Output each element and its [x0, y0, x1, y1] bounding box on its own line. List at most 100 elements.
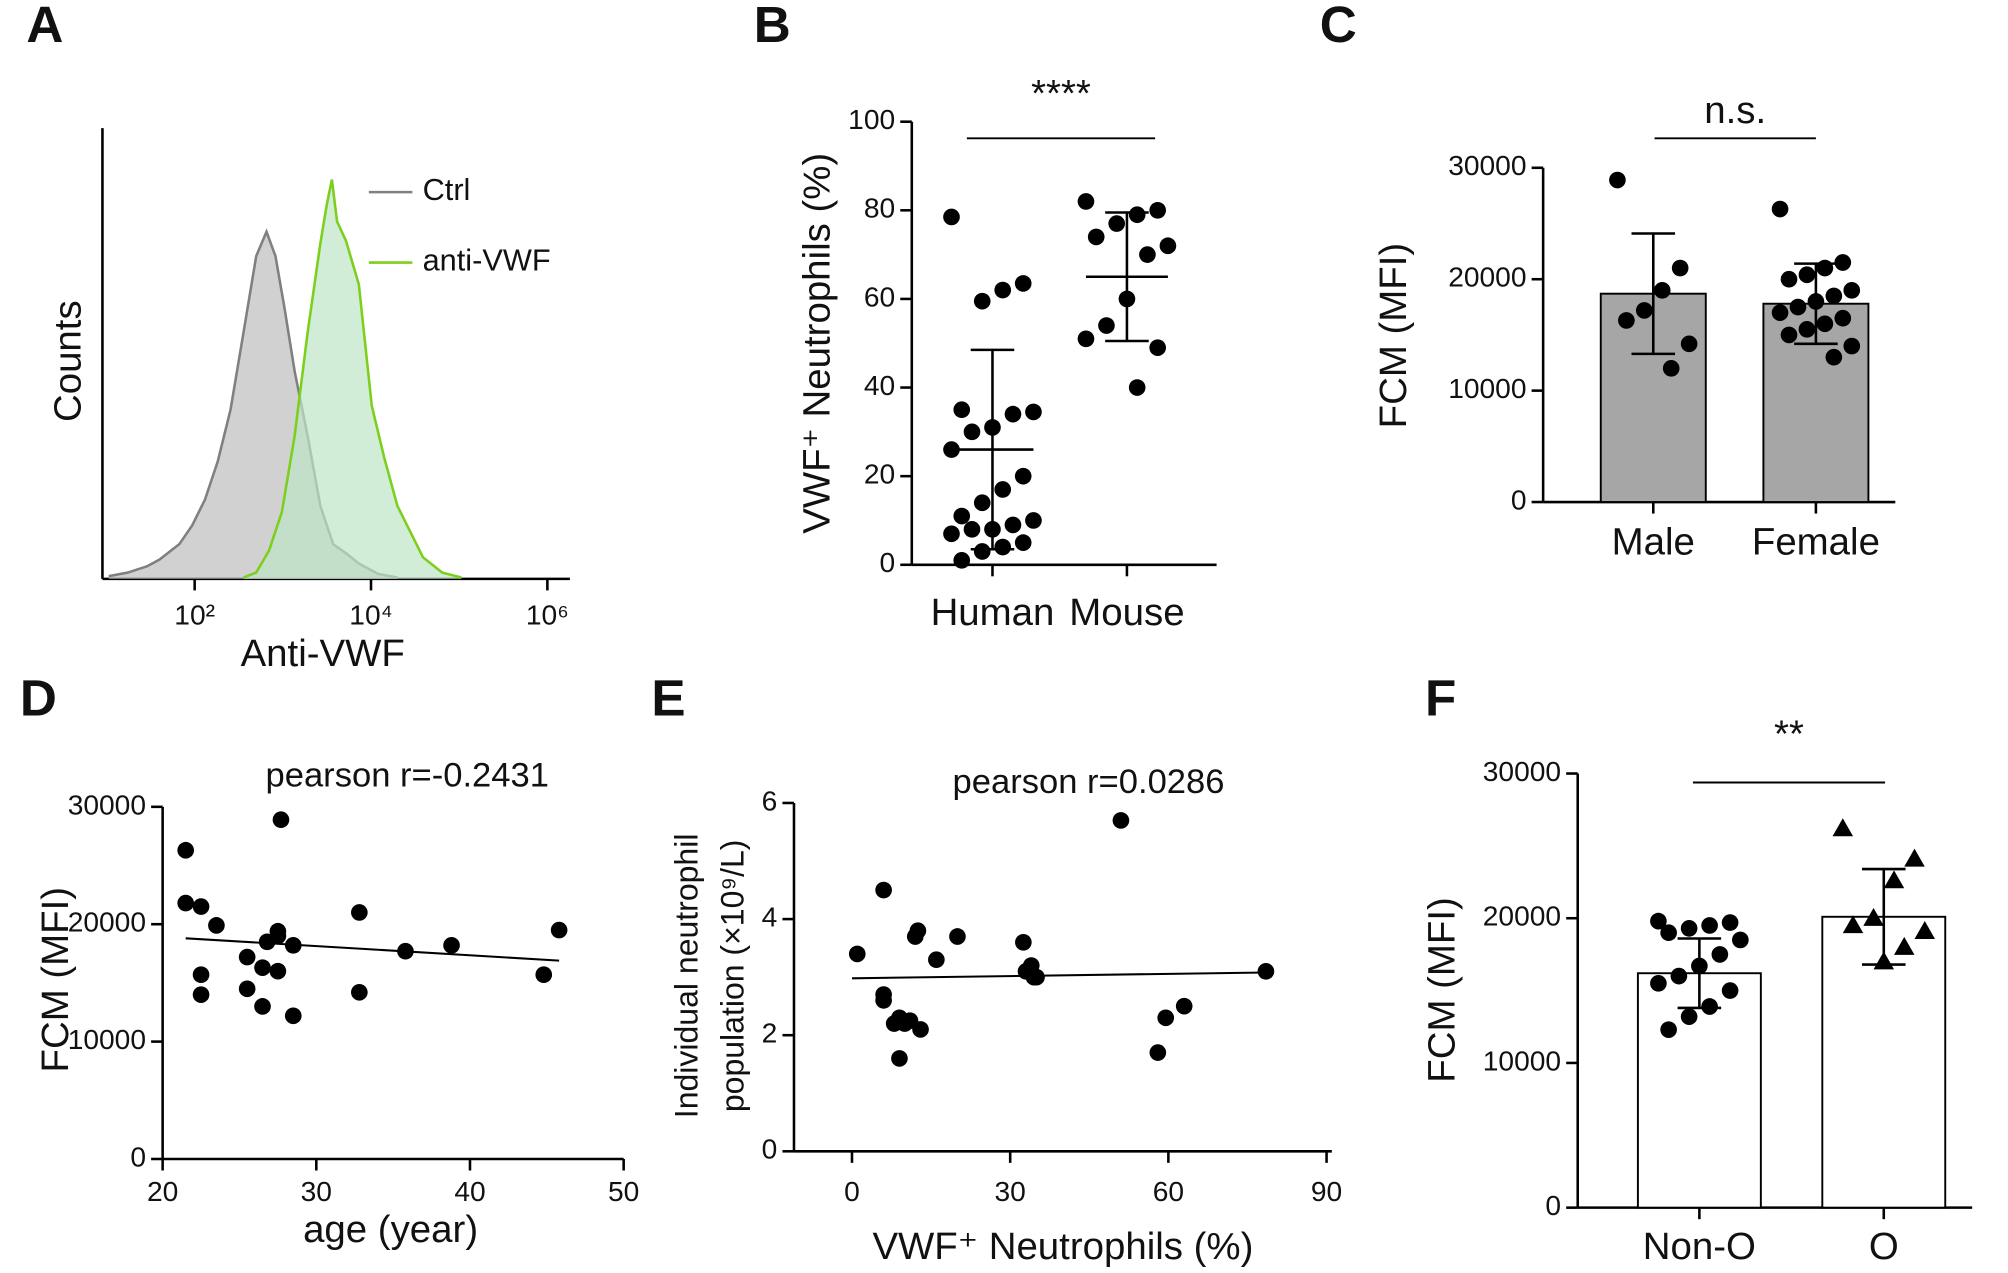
x-axis-label: VWF⁺ Neutrophils (%) — [872, 1225, 1253, 1268]
point — [963, 521, 981, 538]
point — [1842, 915, 1864, 934]
x-tick-label: O — [1869, 1225, 1899, 1268]
point — [1028, 968, 1045, 986]
point — [1701, 917, 1718, 934]
point — [1015, 933, 1032, 951]
point — [1832, 818, 1854, 837]
x-tick-label: 30 — [995, 1175, 1026, 1207]
point — [1660, 1021, 1677, 1038]
error-bar — [970, 348, 1015, 551]
point — [1914, 921, 1936, 939]
histogram-fill — [243, 179, 462, 579]
point — [928, 951, 945, 969]
point — [535, 966, 553, 984]
point — [1077, 330, 1095, 348]
point — [953, 507, 971, 525]
point — [848, 945, 866, 963]
significance-label: ** — [1774, 713, 1804, 756]
x-tick-label: 30 — [301, 1175, 332, 1207]
point — [943, 525, 960, 543]
point — [1175, 997, 1193, 1015]
significance-label: **** — [1031, 72, 1091, 115]
x-tick-label: Human — [931, 591, 1055, 634]
x-axis-label: age (year) — [303, 1208, 478, 1251]
point — [994, 281, 1012, 299]
point — [875, 881, 892, 899]
y-tick-label: 60 — [864, 280, 895, 312]
error-bar — [1862, 867, 1906, 966]
panel: F 0 10000 20000 30000 FCM (MFI) ** Non-O O — [1421, 669, 1973, 1268]
panel-letter: A — [26, 0, 63, 53]
x-tick-label: Non-O — [1643, 1225, 1756, 1268]
panel: D 0 10000 20000 30000 20 30 40 50 age (year) FCM (… — [20, 669, 639, 1251]
y-tick-label: 10000 — [1483, 1044, 1561, 1076]
x-tick-label: 10⁴ — [349, 599, 392, 631]
panel-letter: E — [651, 669, 685, 726]
y-tick-label: 20 — [864, 458, 895, 490]
point — [943, 208, 960, 226]
point — [891, 1050, 908, 1067]
point — [238, 980, 256, 998]
y-axis-label: Counts — [47, 300, 90, 422]
y-axis-label: FCM (MFI) — [1421, 897, 1464, 1083]
error-bar — [1794, 262, 1838, 346]
y-axis-label: VWF⁺ Neutrophils (%) — [796, 153, 839, 534]
x-tick-label: 0 — [844, 1175, 860, 1207]
point — [1004, 405, 1022, 423]
point — [1662, 360, 1680, 377]
point — [909, 922, 927, 940]
point — [1157, 1009, 1175, 1027]
point — [1721, 914, 1739, 931]
point — [284, 1007, 302, 1025]
point — [1149, 339, 1166, 356]
y-axis-label: FCM (MFI) — [34, 887, 77, 1073]
point — [994, 481, 1012, 498]
y-tick-label: 0 — [762, 1133, 778, 1165]
fit-line — [185, 937, 560, 962]
annotation: pearson r=-0.2431 — [266, 756, 549, 794]
x-tick-label: 10⁶ — [526, 599, 569, 631]
panel: C 0 10000 20000 30000 FCM (MFI) n.s. Male Female — [1320, 0, 1896, 563]
x-axis-label: Anti-VWF — [241, 632, 405, 675]
point — [1732, 931, 1749, 949]
significance-label: n.s. — [1704, 89, 1766, 132]
point — [1635, 302, 1653, 319]
bar — [1821, 915, 1947, 1209]
x-tick-label: Mouse — [1069, 591, 1184, 634]
point — [1149, 201, 1166, 219]
point — [1149, 1044, 1167, 1061]
point — [1680, 920, 1698, 937]
error-bar — [1631, 232, 1676, 356]
point — [1014, 275, 1032, 292]
y-tick-label: 20000 — [1448, 261, 1526, 293]
point — [1825, 287, 1843, 305]
point — [1894, 936, 1915, 955]
histogram-fill — [108, 231, 398, 579]
point — [1798, 321, 1816, 338]
y-tick-label: 20000 — [1483, 900, 1561, 932]
x-tick-label: 60 — [1153, 1175, 1184, 1207]
panel: A 10² 10⁴ 10⁶ Anti-VWF Counts Ctrl anti-VWF — [26, 0, 570, 675]
y-tick-label: 0 — [1545, 1189, 1561, 1221]
error-bar — [1105, 211, 1149, 343]
point — [177, 894, 195, 912]
point — [953, 401, 971, 419]
point — [963, 423, 981, 441]
point — [192, 986, 210, 1003]
point — [1650, 912, 1667, 930]
legend-label: anti-VWF — [423, 243, 551, 278]
point — [1159, 237, 1177, 255]
point — [875, 992, 892, 1009]
point — [1609, 171, 1626, 189]
point — [351, 983, 368, 1001]
point — [1789, 298, 1807, 316]
point — [1680, 335, 1698, 353]
point — [1816, 259, 1834, 277]
error-bar — [1677, 937, 1722, 1010]
y-tick-label: 40 — [864, 369, 895, 401]
point — [1257, 963, 1275, 980]
point — [1112, 812, 1130, 829]
point — [1108, 215, 1126, 232]
